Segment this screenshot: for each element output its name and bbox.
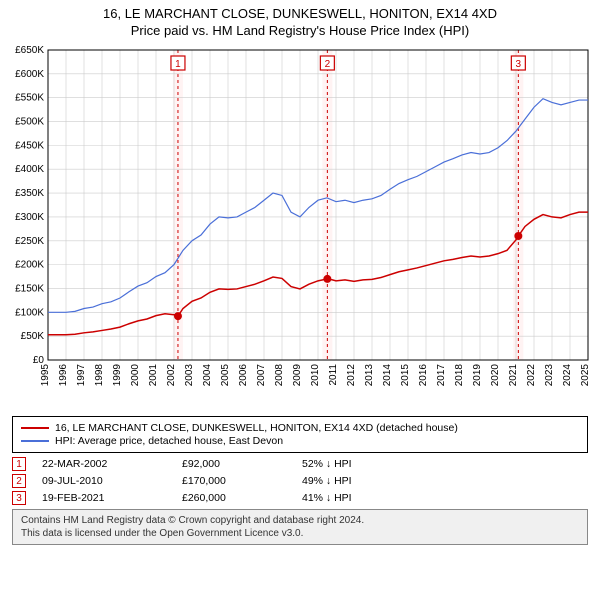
sale-price: £170,000	[182, 475, 302, 487]
svg-text:£600K: £600K	[15, 69, 44, 80]
sales-row: 2 09-JUL-2010 £170,000 49% ↓ HPI	[12, 474, 588, 488]
svg-text:2001: 2001	[148, 364, 159, 387]
legend-item: HPI: Average price, detached house, East…	[21, 435, 579, 447]
svg-text:2019: 2019	[472, 364, 483, 387]
sale-diff: 52% ↓ HPI	[302, 458, 422, 470]
svg-text:£550K: £550K	[15, 93, 44, 104]
chart-area: £0£50K£100K£150K£200K£250K£300K£350K£400…	[0, 40, 600, 410]
sale-date: 22-MAR-2002	[42, 458, 182, 470]
sales-table: 1 22-MAR-2002 £92,000 52% ↓ HPI 2 09-JUL…	[12, 457, 588, 505]
svg-text:2013: 2013	[364, 364, 375, 387]
svg-text:1999: 1999	[112, 364, 123, 387]
svg-text:£150K: £150K	[15, 283, 44, 294]
svg-text:2020: 2020	[490, 364, 501, 387]
svg-text:2003: 2003	[184, 364, 195, 387]
svg-text:£200K: £200K	[15, 260, 44, 271]
legend-label: 16, LE MARCHANT CLOSE, DUNKESWELL, HONIT…	[55, 422, 458, 434]
legend-item: 16, LE MARCHANT CLOSE, DUNKESWELL, HONIT…	[21, 422, 579, 434]
svg-text:2010: 2010	[310, 364, 321, 387]
chart-container: 16, LE MARCHANT CLOSE, DUNKESWELL, HONIT…	[0, 0, 600, 545]
sales-row: 3 19-FEB-2021 £260,000 41% ↓ HPI	[12, 491, 588, 505]
svg-text:2007: 2007	[256, 364, 267, 387]
svg-text:2006: 2006	[238, 364, 249, 387]
sale-marker-icon: 1	[12, 457, 26, 471]
svg-text:2014: 2014	[382, 364, 393, 387]
sale-diff: 49% ↓ HPI	[302, 475, 422, 487]
svg-text:£50K: £50K	[21, 331, 45, 342]
svg-text:2009: 2009	[292, 364, 303, 387]
svg-text:2023: 2023	[544, 364, 555, 387]
sale-marker-icon: 3	[12, 491, 26, 505]
sale-price: £260,000	[182, 492, 302, 504]
svg-text:2002: 2002	[166, 364, 177, 387]
svg-text:£650K: £650K	[15, 45, 44, 56]
legend-label: HPI: Average price, detached house, East…	[55, 435, 283, 447]
svg-text:2004: 2004	[202, 364, 213, 387]
footer-line: This data is licensed under the Open Gov…	[21, 527, 579, 540]
svg-text:£100K: £100K	[15, 307, 44, 318]
svg-text:1996: 1996	[58, 364, 69, 387]
attribution-footer: Contains HM Land Registry data © Crown c…	[12, 509, 588, 545]
svg-text:2024: 2024	[562, 364, 573, 387]
svg-text:2025: 2025	[580, 364, 591, 387]
svg-text:2015: 2015	[400, 364, 411, 387]
svg-text:2008: 2008	[274, 364, 285, 387]
svg-text:1997: 1997	[76, 364, 87, 387]
svg-text:2017: 2017	[436, 364, 447, 387]
svg-text:£350K: £350K	[15, 188, 44, 199]
sale-date: 09-JUL-2010	[42, 475, 182, 487]
svg-text:2016: 2016	[418, 364, 429, 387]
svg-text:1995: 1995	[40, 364, 51, 387]
svg-text:2: 2	[325, 59, 331, 70]
svg-text:2021: 2021	[508, 364, 519, 387]
svg-text:£450K: £450K	[15, 140, 44, 151]
title-address: 16, LE MARCHANT CLOSE, DUNKESWELL, HONIT…	[0, 6, 600, 21]
svg-text:1998: 1998	[94, 364, 105, 387]
svg-text:£300K: £300K	[15, 212, 44, 223]
svg-text:1: 1	[175, 59, 181, 70]
svg-text:2000: 2000	[130, 364, 141, 387]
title-subtitle: Price paid vs. HM Land Registry's House …	[0, 23, 600, 38]
sales-row: 1 22-MAR-2002 £92,000 52% ↓ HPI	[12, 457, 588, 471]
sale-price: £92,000	[182, 458, 302, 470]
titles: 16, LE MARCHANT CLOSE, DUNKESWELL, HONIT…	[0, 0, 600, 40]
svg-text:2005: 2005	[220, 364, 231, 387]
svg-text:£250K: £250K	[15, 236, 44, 247]
sale-date: 19-FEB-2021	[42, 492, 182, 504]
svg-text:2018: 2018	[454, 364, 465, 387]
line-chart: £0£50K£100K£150K£200K£250K£300K£350K£400…	[0, 40, 600, 410]
svg-text:2011: 2011	[328, 364, 339, 386]
legend-swatch	[21, 427, 49, 429]
svg-text:£500K: £500K	[15, 117, 44, 128]
svg-text:2022: 2022	[526, 364, 537, 387]
svg-text:2012: 2012	[346, 364, 357, 387]
svg-text:3: 3	[516, 59, 522, 70]
svg-text:£400K: £400K	[15, 164, 44, 175]
sale-marker-icon: 2	[12, 474, 26, 488]
sale-diff: 41% ↓ HPI	[302, 492, 422, 504]
legend: 16, LE MARCHANT CLOSE, DUNKESWELL, HONIT…	[12, 416, 588, 453]
footer-line: Contains HM Land Registry data © Crown c…	[21, 514, 579, 527]
legend-swatch	[21, 440, 49, 442]
